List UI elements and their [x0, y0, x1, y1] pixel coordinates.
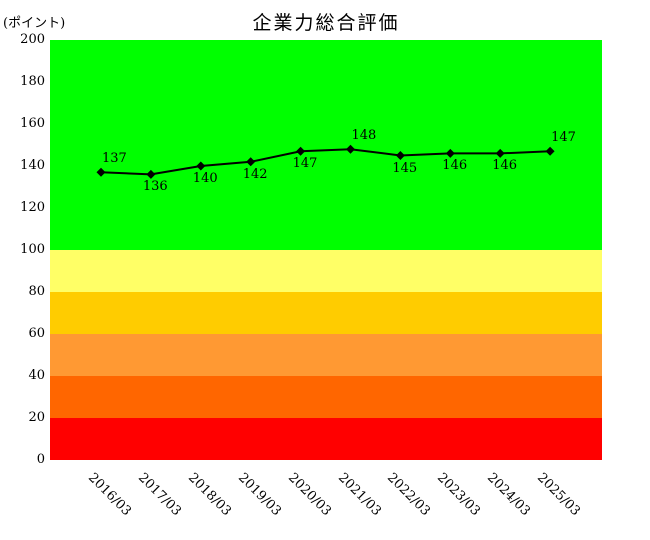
band-gold	[50, 292, 602, 334]
point-value-label: 147	[292, 156, 318, 172]
point-value-label: 146	[492, 158, 518, 174]
data-point-marker	[346, 144, 355, 154]
point-value-label: 137	[102, 151, 127, 167]
y-tick-label: 40	[28, 368, 45, 383]
point-value-label: 146	[442, 158, 468, 174]
point-value-label: 142	[242, 166, 268, 182]
band-light-yellow	[50, 250, 602, 292]
point-value-label: 145	[392, 160, 418, 176]
band-red	[50, 418, 602, 460]
point-value-label: 148	[351, 128, 377, 144]
data-point-marker	[96, 167, 106, 177]
y-tick-label: 180	[20, 74, 45, 89]
y-tick-label: 160	[20, 116, 45, 131]
y-tick-label: 20	[28, 410, 45, 425]
data-point-marker	[395, 151, 405, 160]
point-value-label: 147	[551, 130, 576, 146]
y-tick-label: 200	[20, 32, 45, 47]
y-axis-unit-label: (ポイント)	[3, 16, 66, 31]
band-dark-orange	[50, 376, 602, 418]
band-orange	[50, 334, 602, 376]
y-tick-label: 0	[36, 452, 45, 467]
data-point-marker	[445, 148, 455, 158]
data-point-marker	[196, 161, 206, 171]
y-tick-label: 120	[20, 200, 45, 215]
data-point-marker	[246, 157, 256, 167]
y-tick-label: 80	[28, 284, 45, 299]
band-green	[50, 40, 602, 250]
chart-title: 企業力総合評価	[252, 12, 400, 34]
data-point-marker	[146, 169, 156, 179]
y-tick-label: 60	[28, 326, 45, 341]
point-value-label: 136	[142, 179, 168, 195]
data-point-marker	[495, 148, 505, 158]
series-line	[100, 148, 551, 176]
y-tick-label: 100	[20, 242, 45, 257]
data-point-marker	[545, 146, 555, 156]
y-tick-label: 140	[20, 158, 45, 173]
data-point-marker	[296, 146, 306, 156]
point-value-label: 140	[192, 171, 218, 186]
